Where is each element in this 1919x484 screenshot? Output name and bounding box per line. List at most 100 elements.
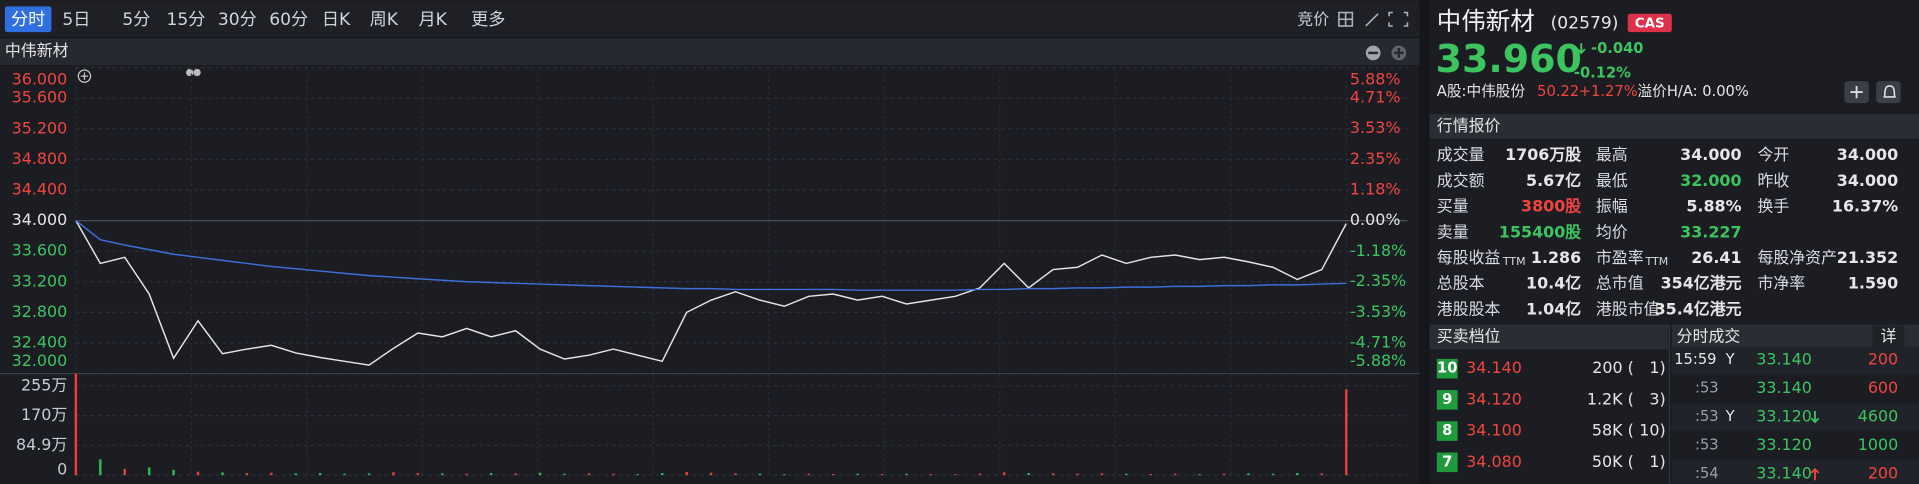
volume-bar	[465, 473, 468, 476]
volume-bar	[783, 474, 786, 476]
tab[interactable]: 30分	[218, 10, 257, 30]
level: 9	[1442, 391, 1452, 408]
volume-bar	[587, 473, 591, 476]
field-label: 换手	[1757, 197, 1789, 216]
auction-label[interactable]: 竞价	[1297, 9, 1329, 28]
toolbar	[0, 0, 1420, 38]
y2-tick-label: -4.71%	[1350, 333, 1406, 352]
field-value: 34.000	[1837, 145, 1898, 164]
tab[interactable]: 周K	[370, 10, 399, 30]
order-qty: 50K (	[1592, 452, 1634, 471]
tab[interactable]: 日K	[322, 10, 351, 30]
field-value: 33.227	[1680, 222, 1741, 241]
row-band	[1671, 460, 1919, 484]
volume-bar	[636, 474, 639, 476]
section-title: 分时成交	[1677, 326, 1741, 345]
volume-bar	[709, 472, 713, 476]
y-tick-label: 84.9万	[16, 435, 67, 454]
volume-bar	[123, 468, 126, 476]
volume-bar	[1051, 473, 1055, 476]
order-count: 3)	[1649, 389, 1665, 408]
tool-icons[interactable]	[1338, 11, 1409, 27]
y2-tick-label: 0.00%	[1350, 210, 1401, 229]
volume-bar	[807, 473, 811, 476]
field-value: 10.4亿	[1526, 274, 1581, 293]
chart-header-icons[interactable]	[1365, 45, 1407, 61]
chart-markers[interactable]	[77, 68, 201, 83]
level: 7	[1442, 453, 1452, 470]
volume-bar	[1027, 473, 1030, 476]
tab[interactable]: 分时	[11, 10, 45, 30]
stock-name: 中伟新材	[1437, 6, 1535, 35]
field-label: 昨收	[1757, 171, 1789, 190]
volume-bar	[1296, 473, 1299, 476]
field-label-sub: TTM	[1502, 255, 1526, 268]
chart-header	[0, 38, 1420, 66]
order-qty: 200 (	[1592, 358, 1634, 377]
y-tick-label: 170万	[21, 405, 67, 424]
volume-bar	[978, 473, 982, 476]
stock-code: (02579)	[1551, 14, 1619, 34]
trade-volume: 1000	[1858, 435, 1898, 454]
y-tick-label: 34.000	[12, 210, 68, 229]
trade-volume: 600	[1868, 378, 1898, 397]
tab[interactable]: 15分	[166, 10, 205, 30]
volume-bar	[245, 473, 249, 476]
a-share-price: 50.22	[1537, 83, 1579, 100]
volume-bar	[905, 473, 908, 476]
volume-bar	[1222, 473, 1226, 476]
last-price: 33.960	[1436, 37, 1582, 81]
badge-text: CAS	[1635, 17, 1665, 32]
order-price: 34.140	[1466, 358, 1522, 377]
volume-bar	[294, 473, 297, 476]
y2-tick-label: -2.35%	[1350, 271, 1406, 290]
field-label: 均价	[1596, 222, 1628, 241]
panel-buttons[interactable]	[1844, 81, 1901, 104]
y2-tick-label: 1.18%	[1350, 179, 1401, 198]
order-qty: 58K (	[1592, 421, 1634, 440]
volume-bar	[880, 474, 884, 476]
field-value: 1706万股	[1505, 145, 1581, 164]
volume-bar	[660, 473, 664, 476]
field-label: 成交量	[1437, 145, 1485, 164]
field-label: 市净率	[1757, 274, 1805, 293]
volume-bar	[1345, 389, 1348, 476]
field-label: 成交额	[1437, 171, 1485, 190]
trade-volume: 200	[1868, 350, 1898, 369]
field-value: 5.67亿	[1526, 171, 1581, 190]
detail-label[interactable]: 详	[1880, 326, 1896, 345]
volume-bar	[1247, 473, 1250, 476]
active-tab[interactable]	[4, 6, 52, 33]
price-change: -0.040	[1591, 40, 1644, 57]
trade-price: 33.120	[1756, 407, 1812, 426]
tab[interactable]: 月K	[419, 10, 448, 30]
field-value: 21.352	[1837, 248, 1898, 267]
trade-volume: 4600	[1858, 407, 1898, 426]
tab[interactable]: 5日	[62, 10, 90, 30]
field-label-sub: TTM	[1644, 255, 1668, 268]
chart-area	[0, 65, 1420, 484]
y-tick-label: 32.400	[12, 332, 68, 351]
tab[interactable]: 5分	[122, 10, 150, 30]
volume-bar	[1002, 472, 1006, 476]
volume-bar	[563, 473, 566, 476]
field-label: 今开	[1757, 145, 1789, 164]
level-box	[1436, 421, 1458, 441]
level-box	[1436, 390, 1458, 410]
row-band	[1671, 346, 1919, 374]
volume-bar	[1100, 473, 1104, 476]
volume-bar	[831, 474, 835, 476]
order-count: 1)	[1649, 452, 1665, 471]
level-box	[1436, 358, 1458, 379]
tab[interactable]: 更多	[471, 10, 505, 30]
volume-bar	[221, 472, 224, 476]
field-label: 最高	[1596, 145, 1628, 164]
field-value: 16.37%	[1832, 197, 1898, 216]
tab[interactable]: 60分	[269, 10, 308, 30]
field-label: 港股股本	[1437, 299, 1501, 318]
detail-button[interactable]	[1872, 325, 1905, 348]
field-value: 34.000	[1680, 145, 1741, 164]
volume-bar	[954, 474, 957, 476]
trade-price: 33.120	[1756, 435, 1812, 454]
